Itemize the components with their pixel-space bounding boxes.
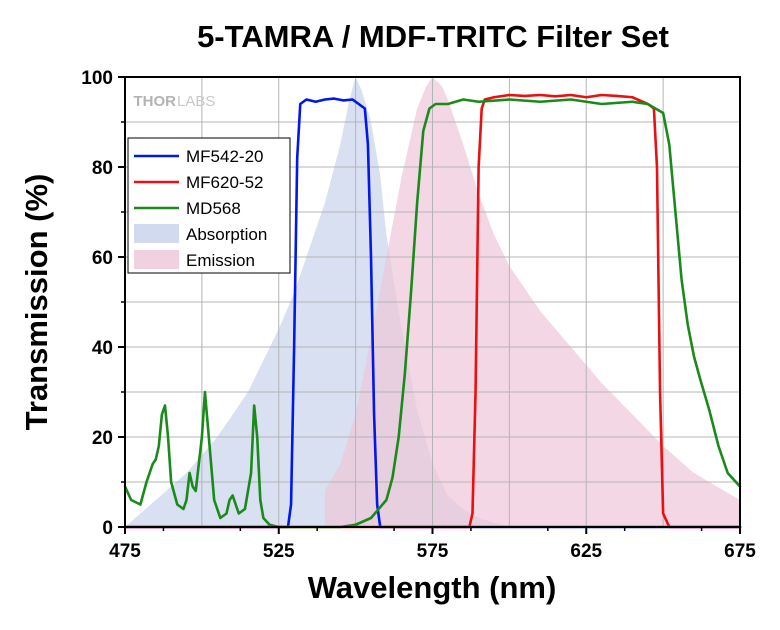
series-line-mf620-52: [123, 93, 742, 529]
series-line-mf542-20: [123, 97, 742, 529]
tick-layer: 475 525 575 625 675 0 20 40 60 80 100: [81, 68, 756, 562]
thorlabs-watermark: THOR LABS: [134, 93, 216, 110]
legend-label-emission: Emission: [186, 251, 255, 270]
legend-label-mf542-20: MF542-20: [186, 147, 263, 166]
x-axis-title: Wavelength (nm): [308, 570, 557, 605]
legend-label-mf620-52: MF620-52: [186, 173, 263, 192]
y-axis-title: Transmission (%): [19, 174, 54, 431]
watermark-thor: THOR: [134, 93, 177, 110]
legend-label-md568: MD568: [186, 199, 241, 218]
x-tick-label: 675: [724, 541, 756, 562]
legend-swatch-absorption: [134, 224, 179, 243]
x-tick-label: 575: [417, 541, 449, 562]
watermark-labs: LABS: [177, 93, 215, 110]
y-tick-label: 80: [92, 158, 113, 179]
legend-swatch-emission: [134, 250, 179, 269]
y-tick-label: 20: [92, 428, 113, 449]
x-tick-label: 475: [109, 541, 141, 562]
y-tick-label: 60: [92, 248, 113, 269]
legend: MF542-20 MF620-52 MD568 Absorption Emission: [127, 137, 291, 274]
legend-label-absorption: Absorption: [186, 225, 267, 244]
y-tick-label: 0: [102, 518, 113, 539]
y-tick-label: 100: [81, 68, 113, 89]
chart-title: 5-TAMRA / MDF-TRITC Filter Set: [197, 19, 669, 54]
y-tick-label: 40: [92, 338, 113, 359]
x-tick-label: 525: [263, 541, 295, 562]
x-tick-label: 625: [570, 541, 602, 562]
